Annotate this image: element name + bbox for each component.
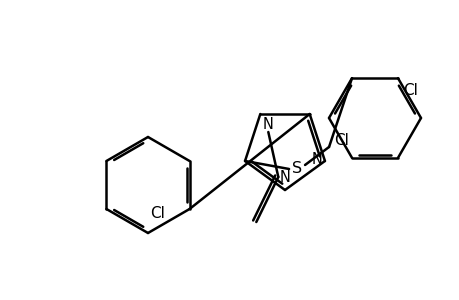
Text: Cl: Cl <box>402 83 417 98</box>
Text: N: N <box>279 170 290 185</box>
Text: N: N <box>262 117 273 132</box>
Text: Cl: Cl <box>150 206 164 221</box>
Text: Cl: Cl <box>333 133 348 148</box>
Text: N: N <box>311 152 322 167</box>
Text: S: S <box>291 161 302 176</box>
